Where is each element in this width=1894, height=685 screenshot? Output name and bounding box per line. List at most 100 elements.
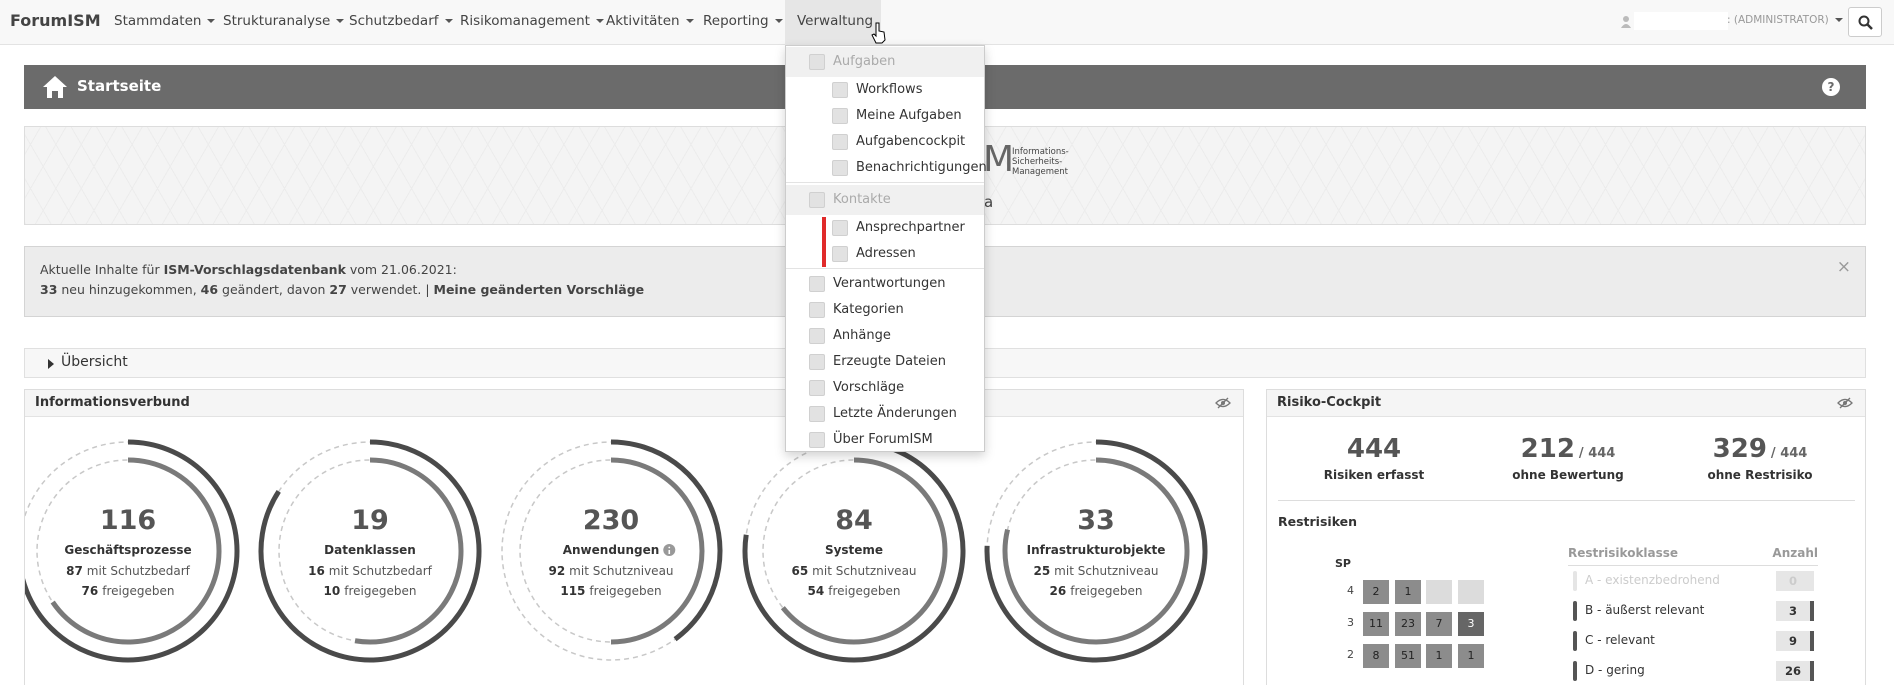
user-icon-head [1623, 16, 1629, 22]
gauge-count: 76 [82, 584, 99, 598]
cursor-hand [871, 22, 886, 44]
gauge-subtext: freigegeben [1070, 584, 1142, 598]
menu-item[interactable]: Verantwortungen [833, 276, 946, 291]
gauge-subtext: mit Schutzniveau [812, 564, 916, 578]
gauge-subline: 76 freigegeben [82, 584, 175, 598]
gauge-label: Datenklassen [324, 543, 416, 557]
gauge-subtext: mit Schutzniveau [569, 564, 673, 578]
class-count[interactable]: 0 [1776, 571, 1814, 591]
alert-text: verwendet. | [346, 282, 434, 297]
stat: 329/ 444 [1660, 434, 1860, 464]
menu-item[interactable]: Aktivitäten [594, 0, 706, 45]
menu-item[interactable]: Workflows [856, 82, 923, 97]
menu-icon [832, 108, 848, 124]
menu-icon [832, 246, 848, 262]
matrix-cell[interactable]: 2 [1362, 579, 1390, 605]
gauge-subline: 54 freigegeben [808, 584, 901, 598]
menu-item[interactable]: Schutzbedarf [337, 0, 465, 45]
menu-item[interactable]: Kategorien [833, 302, 904, 317]
gauge-arc-outer [984, 439, 1208, 663]
menu-item[interactable]: Erzeugte Dateien [833, 354, 947, 369]
gauge-subline: 25 mit Schutzniveau [1033, 564, 1158, 578]
menu-item[interactable]: Adressen [856, 246, 916, 261]
search-button[interactable] [1848, 7, 1882, 37]
stat-of: / 444 [1770, 446, 1808, 461]
user-role[interactable]: : (ADMINISTRATOR) [1727, 14, 1843, 26]
panel-header: Risiko-Cockpit [1267, 390, 1865, 417]
eye-slash [1217, 397, 1229, 409]
gauge-arc-outer [25, 439, 240, 663]
subtitle-tail: a [984, 193, 994, 211]
menu-item[interactable]: Risikomanagement [448, 0, 616, 45]
menu-icon [832, 220, 848, 236]
stat-label: ohne Restrisiko [1707, 468, 1813, 482]
brand[interactable]: ForumISM [10, 11, 101, 30]
menu-item[interactable]: Über ForumISM [833, 432, 933, 447]
help-button[interactable]: ? [1822, 78, 1840, 96]
gauge-subtext: freigegeben [828, 584, 900, 598]
panel-title: Informationsverbund [35, 395, 190, 410]
menu-item[interactable]: Benachrichtigungen [856, 160, 987, 175]
logo-text: Sicherheits- [1012, 157, 1063, 167]
menu-icon [809, 432, 825, 448]
menu-item[interactable]: Letzte Änderungen [833, 406, 957, 421]
gauge-subtext: mit Schutzbedarf [87, 564, 191, 578]
menu-item[interactable]: Reporting [691, 0, 795, 45]
class-marker [1573, 631, 1577, 651]
matrix-cell[interactable]: 11 [1362, 611, 1390, 637]
matrix-cell[interactable]: 3 [1457, 611, 1485, 637]
alert-link[interactable]: Meine geänderten Vorschläge [433, 282, 645, 297]
menu-divider [786, 268, 984, 269]
gauge-arc-inner [610, 457, 705, 645]
gauge-total: 19 [351, 505, 389, 536]
table-header: Anzahl [1772, 546, 1818, 560]
info-icon-dot [668, 546, 671, 549]
menu-item[interactable]: Vorschläge [833, 380, 905, 395]
gauge-count: 26 [1050, 584, 1067, 598]
gauge-total: 116 [100, 505, 156, 536]
matrix-cell[interactable]: 23 [1394, 611, 1422, 637]
menu-icon [809, 192, 825, 208]
gauge-count: 65 [791, 564, 808, 578]
matrix-cell[interactable]: 51 [1394, 643, 1422, 669]
class-marker [1573, 661, 1577, 681]
panel-header: Informationsverbund [25, 390, 1243, 417]
expand-icon-shape [48, 359, 54, 369]
class-name: A - existenzbedrohend [1585, 573, 1720, 587]
alert-text: neu hinzugekommen, [57, 282, 201, 297]
visibility-toggle [1837, 397, 1853, 409]
alert-text: vom 21.06.2021: [345, 262, 457, 277]
class-marker [1573, 571, 1577, 591]
matrix-cell [1457, 579, 1485, 605]
alert-line: 33 neu hinzugekommen, 46 geändert, davon… [40, 282, 644, 297]
matrix-cell[interactable]: 8 [1362, 643, 1390, 669]
gauges: 116 Geschäftsprozesse 87 mit Schutzbedarf 76… [25, 439, 1208, 663]
stat-value: 444 [1346, 434, 1402, 464]
alert-close[interactable]: × [1836, 257, 1851, 277]
class-count[interactable]: 26 [1776, 661, 1814, 681]
class-count[interactable]: 9 [1776, 631, 1814, 651]
gauge-subline: 115 freigegeben [560, 584, 661, 598]
menu-item[interactable]: Verwaltung [785, 0, 881, 45]
matrix-cell[interactable]: 1 [1457, 643, 1485, 669]
matrix-cell[interactable]: 1 [1425, 643, 1453, 669]
matrix-cell[interactable]: 7 [1425, 611, 1453, 637]
gauge-count: 16 [308, 564, 325, 578]
menu-section-header: Aufgaben [833, 54, 896, 69]
gauge-label: Infrastrukturobjekte [1027, 543, 1166, 557]
menu-icon [809, 406, 825, 422]
class-count[interactable]: 3 [1776, 601, 1814, 621]
gauge-count: 92 [548, 564, 565, 578]
gauge-subtext: freigegeben [344, 584, 416, 598]
menu-item[interactable]: Strukturanalyse [211, 0, 356, 45]
stat-label: Risiken erfasst [1323, 468, 1425, 482]
menu-item[interactable]: Meine Aufgaben [856, 108, 962, 123]
matrix-cell[interactable]: 1 [1394, 579, 1422, 605]
menu-item[interactable]: Anhänge [833, 328, 891, 343]
menu-item[interactable]: Aufgabencockpit [856, 134, 966, 149]
gauge-total: 84 [835, 505, 873, 536]
menu-item[interactable]: Ansprechpartner [856, 220, 965, 235]
gauge-total: 33 [1077, 505, 1115, 536]
menu-item[interactable]: Stammdaten [102, 0, 227, 45]
